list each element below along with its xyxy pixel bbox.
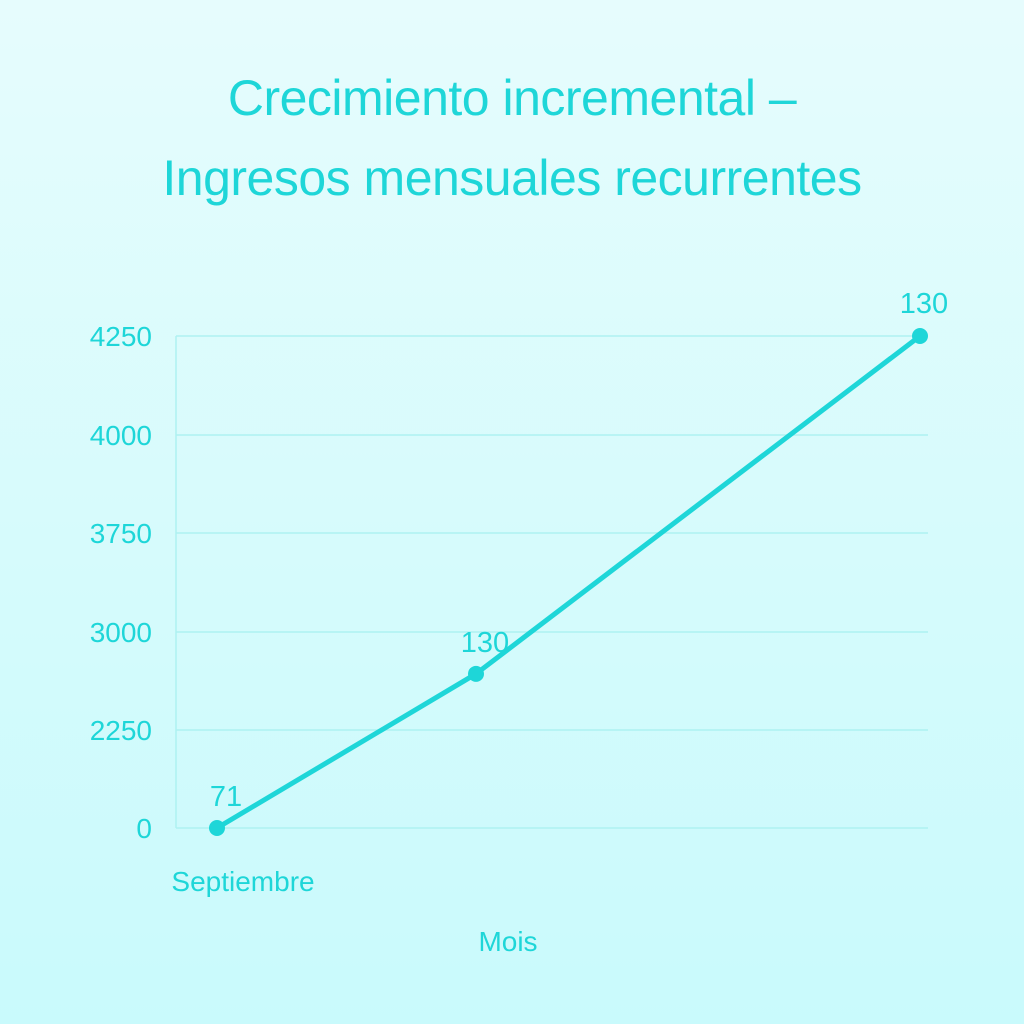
grid-layer xyxy=(175,335,928,829)
y-tick-label: 0 xyxy=(136,813,152,844)
points-layer xyxy=(209,328,928,836)
y-tick-label: 2250 xyxy=(90,715,152,746)
series-line xyxy=(214,333,923,831)
data-label: 71 xyxy=(210,781,242,813)
data-point xyxy=(468,665,484,682)
data-labels-layer: 71 130 130 xyxy=(210,288,948,813)
data-label: 130 xyxy=(900,288,948,320)
series-layer xyxy=(214,333,923,831)
data-point xyxy=(209,820,225,836)
data-point xyxy=(912,328,928,344)
x-tick-label: Septiembre xyxy=(171,866,314,897)
data-label: 130 xyxy=(461,627,509,659)
y-axis-ticks: 0 2250 3000 3750 4000 4250 xyxy=(90,321,152,844)
chart-title-line-1: Crecimiento incremental – xyxy=(227,70,797,126)
x-axis-ticks: Septiembre xyxy=(171,866,314,897)
chart-title: Crecimiento incremental – Ingresos mensu… xyxy=(0,58,1024,218)
x-axis-title: Mois xyxy=(478,926,537,957)
y-tick-label: 4000 xyxy=(90,420,152,451)
chart-title-line-2: Ingresos mensuales recurrentes xyxy=(162,150,862,206)
y-tick-label: 3750 xyxy=(90,518,152,549)
y-tick-label: 3000 xyxy=(90,617,152,648)
y-tick-label: 4250 xyxy=(90,321,152,352)
